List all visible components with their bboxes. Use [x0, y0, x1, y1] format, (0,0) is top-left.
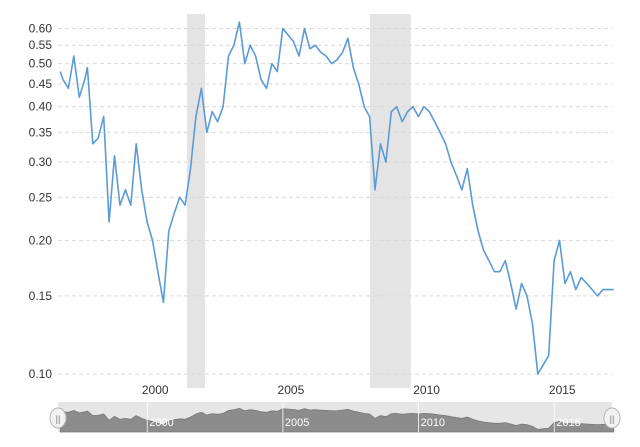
y-axis-ticks: 0.60 0.55 0.50 0.45 0.40 0.35 0.30 0.25 0.20 0.15… [29, 21, 53, 381]
y-tick-label: 0.10 [29, 367, 53, 381]
series-line-0 [59, 21, 614, 375]
navigator-tick-label: 2010 [421, 417, 445, 429]
y-tick-label: 0.20 [29, 233, 53, 247]
navigator-left-handle[interactable]: || [49, 407, 67, 429]
handle-glyph: || [56, 414, 61, 424]
series-group [59, 21, 614, 375]
navigator-tick-label: 2005 [285, 417, 309, 429]
y-tick-label: 0.45 [29, 77, 53, 91]
x-axis-ticks: 2000 2005 2010 2015 [142, 383, 576, 397]
handle-grip[interactable] [603, 407, 621, 429]
x-tick-label: 2000 [142, 383, 169, 397]
y-tick-label: 0.55 [29, 38, 53, 52]
recession-band-1 [370, 14, 411, 388]
y-tick-label: 0.15 [29, 289, 53, 303]
navigator-tick-label: 2000 [149, 417, 173, 429]
y-tick-label: 0.35 [29, 125, 53, 139]
navigator-tick-label: 2015 [556, 417, 580, 429]
navigator-right-handle[interactable]: || [603, 407, 621, 429]
y-tick-label: 0.60 [29, 21, 53, 35]
y-tick-label: 0.50 [29, 57, 53, 71]
handle-glyph: || [610, 414, 615, 424]
y-tick-label: 0.40 [29, 100, 53, 114]
y-tick-label: 0.30 [29, 155, 53, 169]
recession-band-0 [186, 14, 205, 388]
navigator[interactable]: 2000 2005 2010 2015 || || [49, 402, 621, 433]
y-tick-label: 0.25 [29, 190, 53, 204]
gridlines [58, 27, 612, 375]
x-tick-label: 2010 [413, 383, 440, 397]
x-tick-label: 2015 [549, 383, 576, 397]
x-tick-label: 2005 [278, 383, 305, 397]
recession-bands [186, 14, 411, 388]
handle-grip[interactable] [49, 407, 67, 429]
navigator-area [59, 407, 615, 433]
